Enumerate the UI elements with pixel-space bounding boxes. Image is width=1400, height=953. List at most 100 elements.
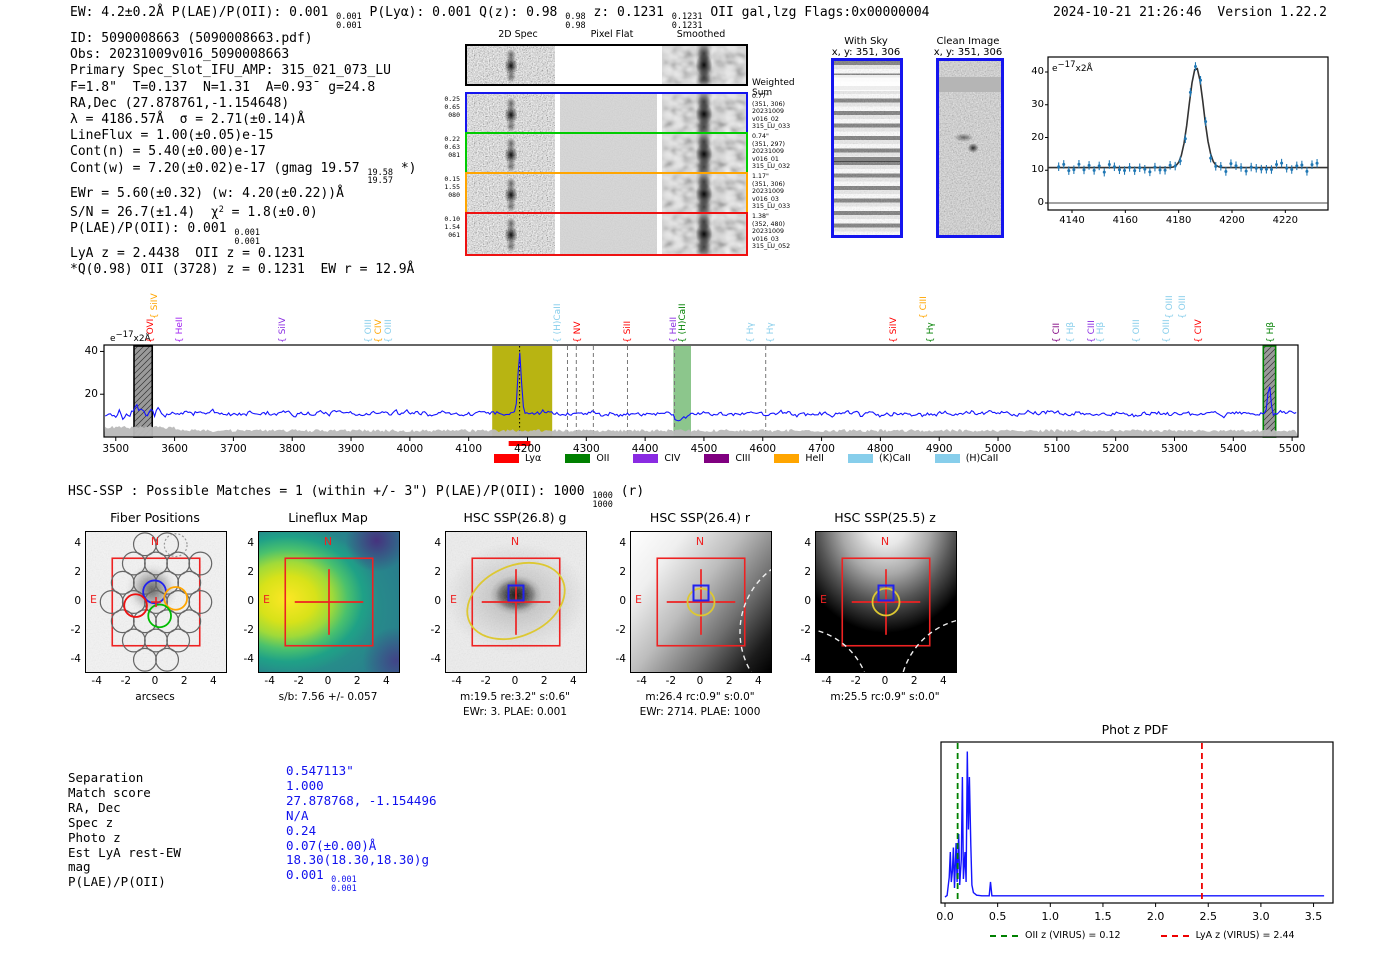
legend-label: (K)CaII (878, 452, 911, 464)
info-line: Primary Spec_Slot_IFU_AMP: 315_021_073_L… (70, 63, 417, 79)
x-tick-label: 4100 (455, 443, 483, 455)
panel-image-lineflux_map (258, 531, 400, 673)
cutout-row-fiber-label: 20231009 (752, 228, 785, 236)
info-line: S/N = 26.7(±1.4) χ2 = 1.8(±0.0) (70, 202, 417, 221)
aperture-rect (656, 557, 746, 647)
panel-y-tick: 0 (434, 595, 441, 607)
data-point (1138, 166, 1142, 170)
text-segment: RA,Dec (27.878761,-1.154648) (70, 95, 290, 111)
cutout-image-cell (662, 94, 746, 134)
spectral-line-label: { OIII (1164, 295, 1175, 319)
photz-x-tick: 2.5 (1199, 910, 1218, 923)
spectral-line-label: { CIII (918, 296, 929, 319)
stacked-fraction: 0.001 0.001 (234, 228, 260, 247)
panel-x-tick: 4 (569, 675, 577, 687)
weighted-sum-label: Weighted (752, 78, 795, 88)
panel-x-tick: -2 (480, 675, 492, 687)
superscript: 2 (218, 204, 224, 215)
kv-label: mag (68, 859, 91, 875)
x-tick-label: 3800 (278, 443, 306, 455)
data-point (1062, 162, 1066, 166)
compass-east: E (90, 593, 97, 606)
dark-trace-blob (467, 46, 555, 84)
info-line: *Q(0.98) OII (3728) z = 0.1231 EW r = 12… (70, 262, 417, 278)
x-tick-label: 3900 (337, 443, 365, 455)
panel-y-tick: 4 (619, 536, 626, 549)
cutout-row-weight-label: 0.15 (444, 175, 460, 183)
spectrum-curve (104, 352, 1297, 422)
panel-y-tick: 0 (247, 595, 254, 607)
cutout-row-fiber-label: v016_01 (752, 155, 779, 163)
stacked-fraction: 0.1231 0.1231 (671, 12, 703, 31)
rect (104, 345, 1298, 437)
compass-north: N (150, 535, 160, 548)
spectral-line-label: { OIII (384, 319, 395, 343)
version-label: Version 1.22.2 (1217, 5, 1327, 20)
clean-dark-spot (939, 61, 1001, 235)
cutout-row-fiber-label: 20231009 (752, 148, 785, 156)
data-point (1249, 165, 1253, 169)
data-point (1102, 170, 1106, 174)
cutout-image-cell (467, 214, 555, 254)
compass-north: N (510, 535, 520, 548)
cutout-row (465, 132, 748, 176)
aperture-circle (686, 587, 716, 617)
panel-x-tick: -2 (120, 675, 132, 687)
stacked-fraction: 19.58 19.57 (367, 167, 394, 187)
photz-legend-item: LyA z (VIRUS) = 2.44 (1160, 930, 1295, 941)
dark-trace-blob (662, 134, 746, 174)
y-tick-label: 10 (1031, 164, 1044, 176)
x-tick-label: 5400 (1219, 443, 1247, 455)
fiber-circle (177, 570, 202, 595)
x-tick-label: 4160 (1112, 215, 1139, 226)
data-point (1123, 169, 1127, 173)
timestamp: 2024-10-21 21:26:46 (1053, 5, 1202, 20)
spectral-line-label: { OIII (363, 319, 374, 343)
selected-fiber-circle (147, 603, 172, 629)
x-tick-label: 5100 (1043, 443, 1071, 455)
cutout-row-weight-label: 0.10 (444, 215, 460, 223)
kv-value: 1.000 (286, 778, 324, 793)
caii-band (673, 346, 692, 437)
data-point (1193, 64, 1197, 68)
mask-arc (739, 568, 771, 672)
data-point (1173, 164, 1177, 168)
dark-trace-blob (662, 174, 746, 214)
photz-legend-swatch (1160, 934, 1189, 937)
rect (560, 134, 657, 174)
cutout-image-cell (467, 174, 555, 214)
spectral-line-label: { Hβ (1096, 321, 1107, 343)
cutout-image-cell (662, 46, 746, 84)
y-tick-label: 30 (1031, 98, 1044, 110)
cutout-image-cell (467, 94, 555, 134)
kv-value: 0.07(±0.00)Å (286, 838, 376, 853)
panel-overlay-svg (466, 557, 566, 647)
panel-x-tick: -2 (850, 675, 862, 687)
info-line: F=1.8" T=0.13̄7 N=1.3̄1 A=0.93̄ g=24.8 (70, 80, 417, 96)
panel-y-tick: -2 (243, 624, 254, 637)
cutout-row (465, 212, 748, 256)
legend-swatch (565, 453, 591, 463)
legend-item: CIII (704, 453, 750, 464)
cutout-row-fiber-label: (352, 480) (752, 220, 785, 228)
data-point (1072, 168, 1076, 172)
data-point (1269, 168, 1273, 172)
data-point (1148, 170, 1152, 174)
panel-x-tick: 4 (939, 675, 947, 687)
data-point (1087, 163, 1091, 167)
data-point (1239, 165, 1243, 169)
info-line: P(LAE)/P(OII): 0.001 0.001 0.001 (70, 221, 417, 246)
with-sky-coords: x, y: 351, 306 (831, 47, 901, 58)
legend-item: (H)CaII (934, 453, 998, 464)
superscript: −17 (115, 330, 134, 340)
data-point (1077, 162, 1081, 166)
legend-label: CIII (735, 452, 751, 464)
panel-image-hsc_r (630, 531, 772, 673)
fiber-circle (155, 647, 180, 672)
data-point (1219, 164, 1223, 168)
data-point (1057, 165, 1061, 169)
legend-item: (K)CaII (847, 452, 911, 464)
photz-title: Phot z PDF (1101, 722, 1169, 737)
panel-x-tick: 0 (151, 675, 159, 687)
data-point (1290, 168, 1294, 172)
